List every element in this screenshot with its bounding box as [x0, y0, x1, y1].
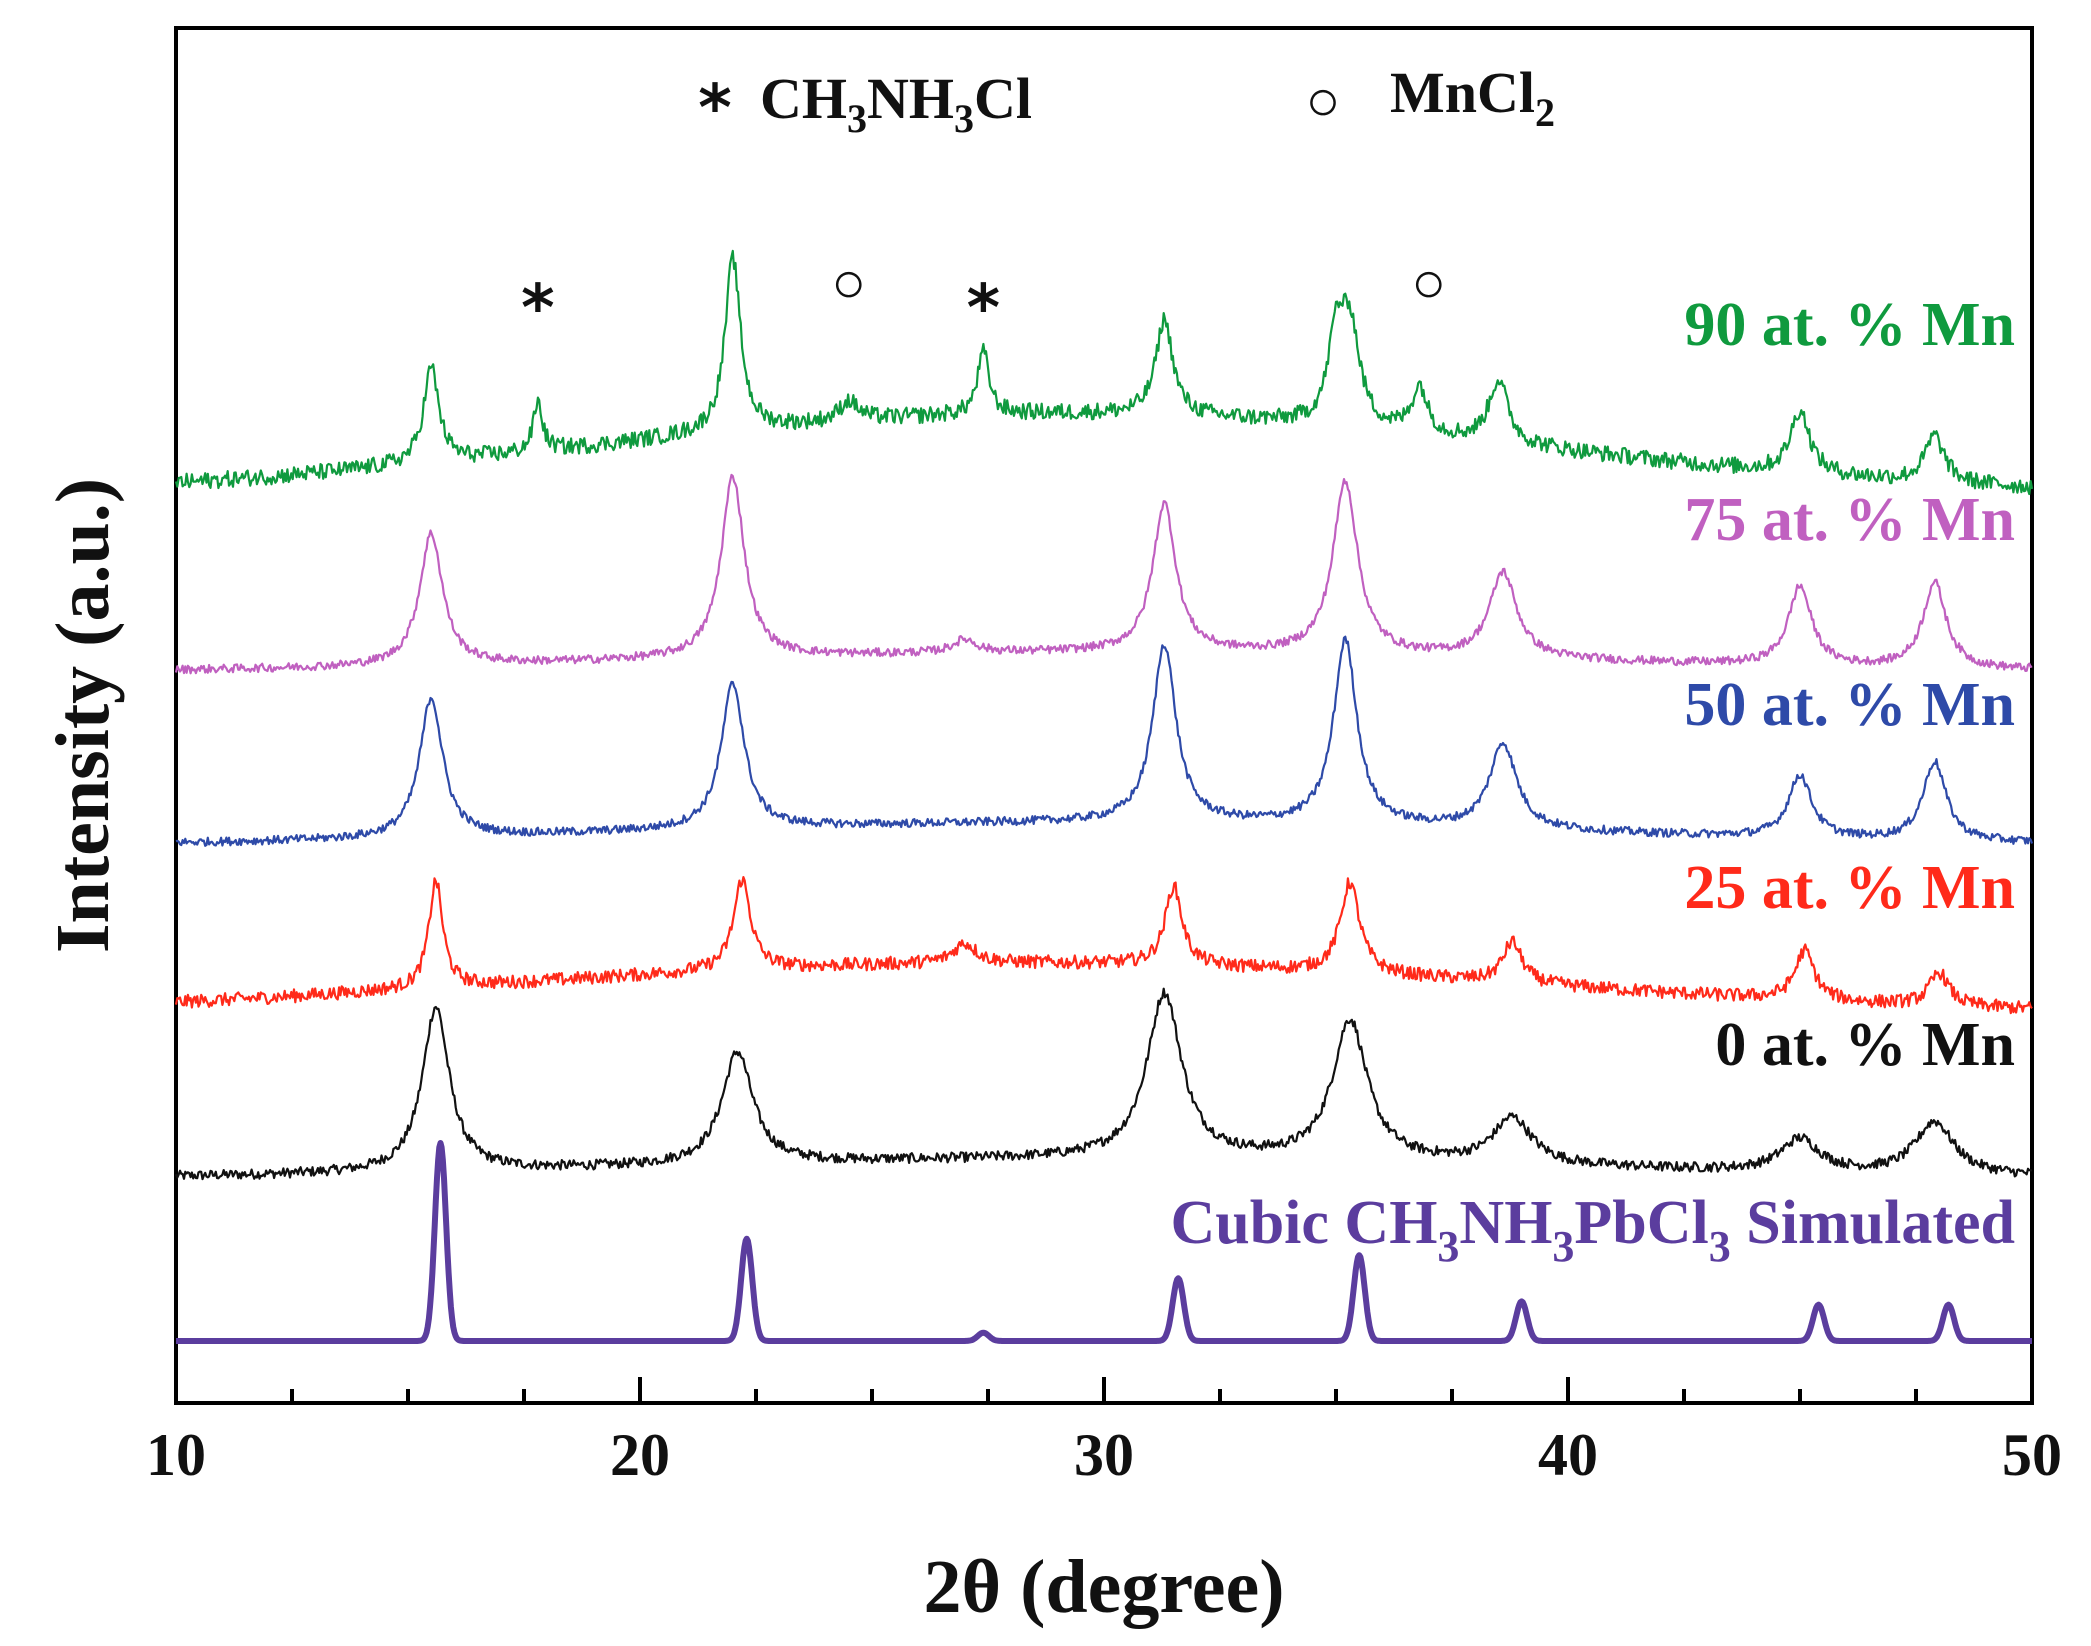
series-label: 0 at. % Mn — [1715, 1011, 2015, 1079]
legend-subscript: 3 — [847, 96, 867, 141]
series-label-part: Cubic CH — [1170, 1189, 1437, 1257]
legend: * CH3NH3Cl ○ MnCl2 — [698, 60, 1555, 146]
circle-marker-icon: ○ — [1411, 250, 1446, 315]
x-tick-label: 40 — [1538, 1422, 1598, 1488]
x-tick-label: 30 — [1074, 1422, 1134, 1488]
series-label: 25 at. % Mn — [1684, 854, 2015, 922]
x-tick-label: 20 — [610, 1422, 670, 1488]
series-line — [174, 876, 2033, 1015]
legend-label-mncl2: MnCl2 — [1390, 60, 1555, 135]
series-line — [174, 987, 2033, 1181]
x-axis-ticks: 10 20 30 40 50 — [146, 1377, 2062, 1488]
series-label-part: 3 — [1552, 1222, 1574, 1271]
x-axis-title: 2θ (degree) — [923, 1545, 1284, 1629]
series-line — [174, 473, 2033, 675]
series-label: 75 at. % Mn — [1684, 486, 2015, 554]
series-label: 50 at. % Mn — [1684, 671, 2015, 739]
asterisk-marker-icon: * — [521, 272, 554, 346]
y-axis-title: Intensity (a.u.) — [41, 478, 125, 953]
series-lines — [174, 249, 2034, 1344]
series-label-part: 3 — [1437, 1222, 1459, 1271]
series-label-part: NH — [1459, 1189, 1552, 1257]
series-label: Cubic CH3NH3PbCl3 Simulated — [1170, 1189, 2015, 1271]
legend-label-part: NH — [867, 66, 954, 131]
series-line — [174, 249, 2034, 496]
series-line — [175, 635, 2034, 847]
series-label-part: PbCl — [1574, 1189, 1708, 1257]
legend-label-part: CH — [760, 66, 847, 131]
legend-circle-icon: ○ — [1305, 68, 1340, 133]
series-label-part: 3 — [1709, 1222, 1731, 1271]
legend-label-ch3nh3cl: CH3NH3Cl — [760, 66, 1032, 141]
series-label: 90 at. % Mn — [1684, 291, 2015, 359]
legend-asterisk-icon: * — [698, 72, 731, 146]
circle-marker-icon: ○ — [831, 250, 866, 315]
series-label-part: Simulated — [1731, 1189, 2015, 1257]
plot-area: 10 20 30 40 50 * ○ * ○ Cubic CH3NH3PbCl3 Simula… — [146, 26, 2062, 1488]
x-tick-label: 10 — [146, 1422, 206, 1488]
asterisk-marker-icon: * — [967, 272, 1000, 346]
legend-subscript: 2 — [1535, 90, 1555, 135]
legend-label-part: MnCl — [1390, 60, 1535, 125]
x-tick-label: 50 — [2002, 1422, 2062, 1488]
series-line — [174, 1140, 2034, 1344]
peak-markers: * ○ * ○ — [521, 250, 1446, 346]
legend-subscript: 3 — [954, 96, 974, 141]
legend-label-part: Cl — [974, 66, 1032, 131]
